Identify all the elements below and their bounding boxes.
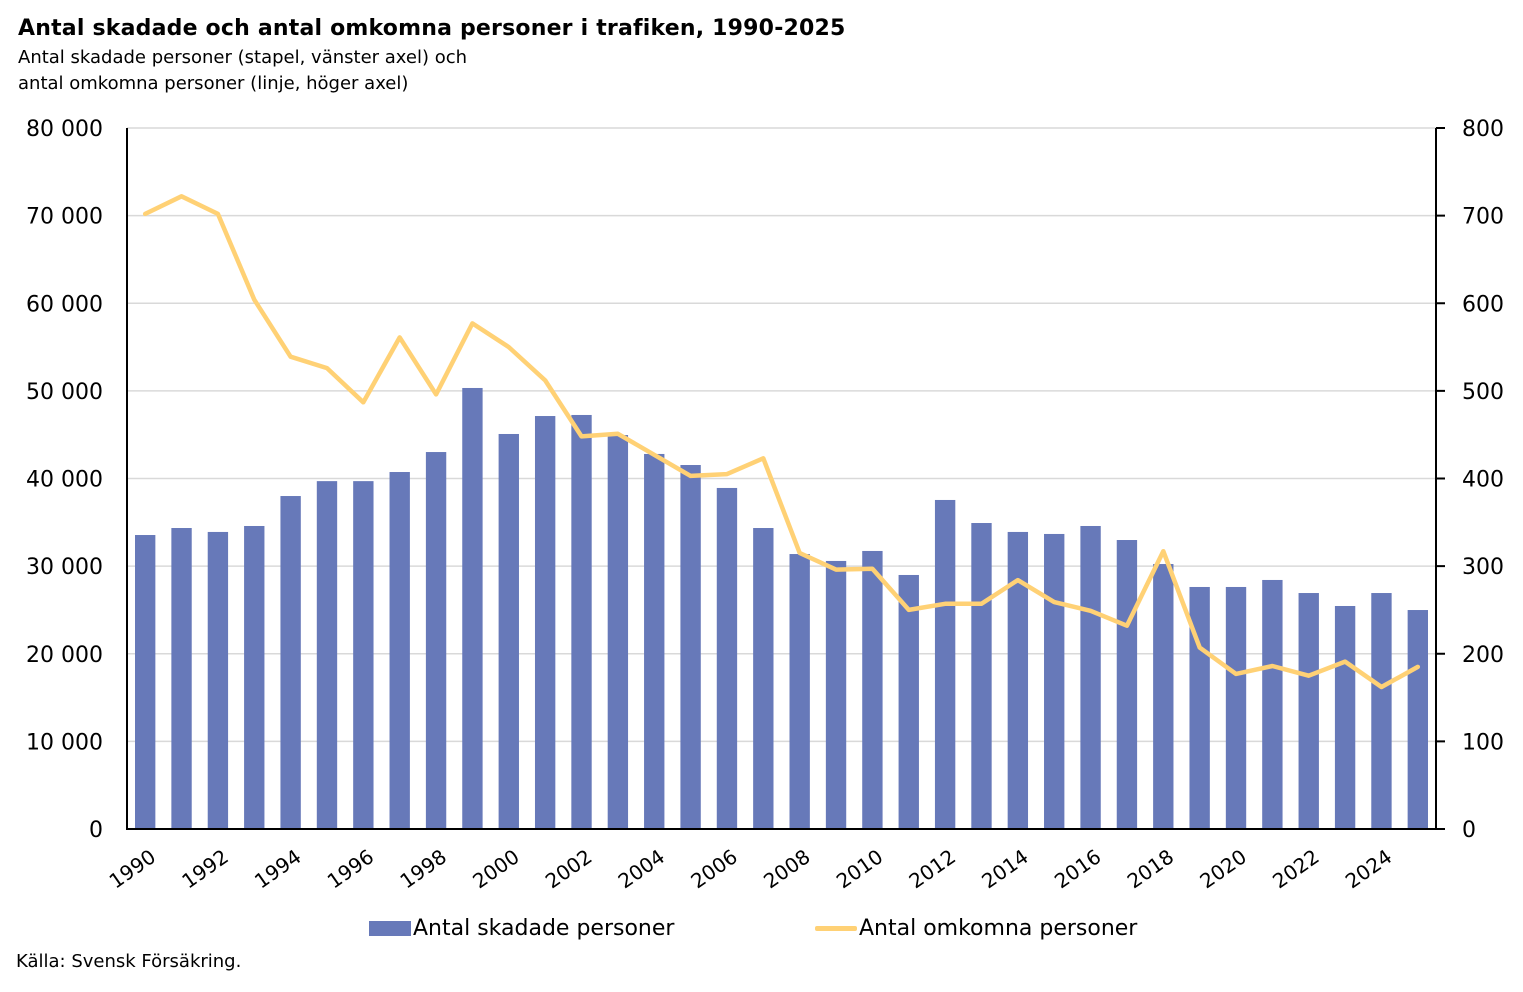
left-tick-label: 20 000 (26, 643, 103, 668)
bar-1996 (353, 481, 374, 829)
x-tick-label-1994: 1994 (250, 844, 305, 893)
right-tick-label: 400 (1462, 468, 1504, 493)
x-tick-label-2022: 2022 (1268, 844, 1323, 893)
bar-1992 (207, 531, 229, 829)
bar-2025 (1407, 610, 1429, 829)
bar-2005 (680, 465, 701, 829)
gridlines (127, 127, 1436, 743)
left-tick-label: 0 (89, 818, 103, 843)
bar-2003 (607, 435, 629, 829)
bar-2004 (644, 453, 665, 829)
left-axis-tick-labels: 0 10 000 20 000 30 000 40 000 50 000 60 000 70 … (26, 117, 103, 843)
bar-2021 (1262, 579, 1283, 829)
source-note: Källa: Svensk Försäkring. (16, 951, 242, 972)
chart-subtitle-line2: antal omkomna personer (linje, höger axe… (18, 73, 409, 94)
bar-2006 (716, 487, 738, 829)
bar-2000 (498, 433, 519, 829)
bar-2012 (934, 499, 956, 829)
bar-2008 (789, 554, 810, 829)
bar-2011 (898, 574, 919, 829)
left-tick-label: 50 000 (26, 380, 103, 405)
right-tick-label: 700 (1462, 205, 1504, 230)
legend-item-injured: Antal skadade personer (369, 916, 674, 941)
bar-1990 (134, 535, 156, 829)
bar-1995 (316, 481, 338, 829)
x-tick-label-1998: 1998 (395, 844, 450, 893)
bar-2022 (1298, 593, 1319, 829)
legend-line-swatch (815, 926, 857, 931)
legend: Antal skadade personer Antal omkomna per… (0, 916, 1523, 948)
bar-2002 (571, 414, 592, 829)
right-axis-tick-labels: 0 100 200 300 400 500 600 700 800 (1462, 117, 1504, 843)
x-tick-label-2010: 2010 (832, 844, 887, 893)
right-tick-label: 800 (1462, 117, 1504, 142)
left-tick-label: 70 000 (26, 205, 103, 230)
x-tick-label-2012: 2012 (905, 844, 960, 893)
x-tick-label-2014: 2014 (977, 844, 1032, 893)
left-tick-label: 80 000 (26, 117, 103, 142)
line-series (142, 194, 1421, 690)
bar-2018 (1153, 564, 1174, 829)
x-tick-label-2018: 2018 (1123, 844, 1178, 893)
left-tick-label: 10 000 (26, 730, 103, 755)
bar-2010 (862, 550, 883, 829)
x-tick-label-2016: 2016 (1050, 844, 1105, 893)
chart-title: Antal skadade och antal omkomna personer… (18, 16, 846, 41)
right-tick-label: 200 (1462, 643, 1504, 668)
bar-2009 (825, 560, 847, 829)
x-tick-label-2024: 2024 (1341, 844, 1396, 893)
bar-2013 (971, 523, 992, 829)
left-tick-label: 60 000 (26, 292, 103, 317)
right-tick-label: 100 (1462, 730, 1504, 755)
legend-bar-swatch (369, 921, 411, 936)
x-tick-label-1996: 1996 (323, 844, 378, 893)
x-tick-label-1990: 1990 (105, 844, 160, 893)
bar-2015 (1044, 533, 1065, 829)
right-tick-label: 300 (1462, 555, 1504, 580)
bar-1999 (462, 387, 483, 829)
bar-2024 (1371, 593, 1392, 829)
bar-series (134, 387, 1429, 829)
line-path (142, 194, 1421, 690)
bar-1994 (280, 496, 301, 829)
left-tick-label: 30 000 (26, 555, 103, 580)
bar-2017 (1116, 540, 1138, 829)
bar-2023 (1334, 605, 1356, 829)
bar-1998 (425, 452, 447, 829)
right-tick-label: 600 (1462, 292, 1504, 317)
bar-1997 (389, 472, 410, 829)
right-tick-label: 500 (1462, 380, 1504, 405)
bar-2016 (1080, 525, 1101, 829)
x-tick-label-1992: 1992 (177, 844, 232, 893)
bar-2007 (753, 528, 774, 829)
bar-2001 (534, 416, 556, 829)
bar-1991 (171, 528, 192, 829)
legend-label-injured: Antal skadade personer (413, 916, 675, 941)
axes (126, 127, 1445, 830)
x-tick-label-2020: 2020 (1195, 844, 1250, 893)
x-tick-label-2004: 2004 (614, 844, 669, 893)
left-tick-label: 40 000 (26, 468, 103, 493)
bar-2019 (1189, 586, 1210, 829)
chart-subtitle-line1: Antal skadade personer (stapel, vänster … (18, 47, 468, 68)
x-tick-label-2000: 2000 (468, 844, 523, 893)
x-tick-label-2006: 2006 (686, 844, 741, 893)
right-tick-label: 0 (1462, 818, 1476, 843)
x-tick-label-2008: 2008 (759, 844, 814, 893)
legend-item-killed: Antal omkomna personer (815, 916, 1137, 941)
legend-label-killed: Antal omkomna personer (859, 916, 1138, 941)
bar-1993 (244, 525, 265, 829)
x-tick-label-2002: 2002 (541, 844, 596, 893)
bar-2020 (1225, 586, 1247, 829)
bar-2014 (1007, 531, 1029, 829)
x-axis-tick-labels: 1990 1992 1994 1996 1998 2000 2002 2004 2006 2008… (105, 844, 1397, 893)
